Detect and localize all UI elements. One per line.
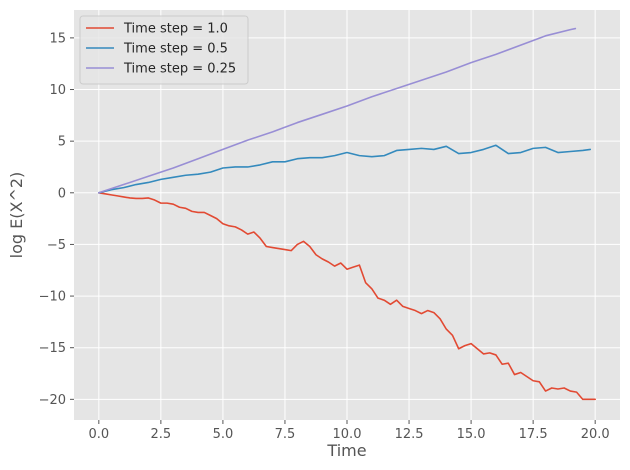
series-line-2 (98, 27, 577, 194)
x-tick-label: 2.5 (151, 427, 172, 442)
y-axis-ticks: −20 −15 −10 −5 0 5 10 15 (39, 31, 74, 408)
y-tick-label: −20 (39, 393, 66, 408)
y-axis-label: log E(X^2) (7, 172, 26, 259)
series-lines (98, 27, 596, 401)
y-tick-label: 10 (49, 83, 66, 98)
x-tick-label: 17.5 (519, 427, 548, 442)
y-tick-label: −5 (47, 238, 66, 253)
grid-lines (74, 10, 620, 420)
x-axis-ticks: 0.0 2.5 5.0 7.5 10.0 12.5 15.0 17.5 20.0 (88, 420, 610, 442)
x-tick-label: 15.0 (457, 427, 486, 442)
legend: Time step = 1.0 Time step = 0.5 Time ste… (79, 15, 249, 85)
x-tick-label: 10.0 (333, 427, 362, 442)
x-tick-label: 0.0 (88, 427, 109, 442)
legend-label-step-0-5: Time step = 0.5 (123, 42, 228, 57)
x-axis-label: Time (326, 441, 366, 460)
legend-label-step-1-0: Time step = 1.0 (123, 22, 228, 37)
x-tick-label: 20.0 (581, 427, 610, 442)
y-tick-label: −15 (39, 341, 66, 356)
x-tick-label: 5.0 (213, 427, 234, 442)
legend-box (79, 15, 249, 85)
series-line-1 (98, 144, 592, 194)
y-tick-label: 5 (58, 135, 66, 150)
y-tick-label: 15 (49, 31, 66, 46)
y-tick-label: 0 (58, 186, 66, 201)
legend-label-step-0-25: Time step = 0.25 (123, 62, 236, 77)
x-tick-label: 7.5 (275, 427, 296, 442)
x-tick-label: 12.5 (395, 427, 424, 442)
y-tick-label: −10 (39, 290, 66, 305)
series-line-0 (98, 192, 596, 401)
